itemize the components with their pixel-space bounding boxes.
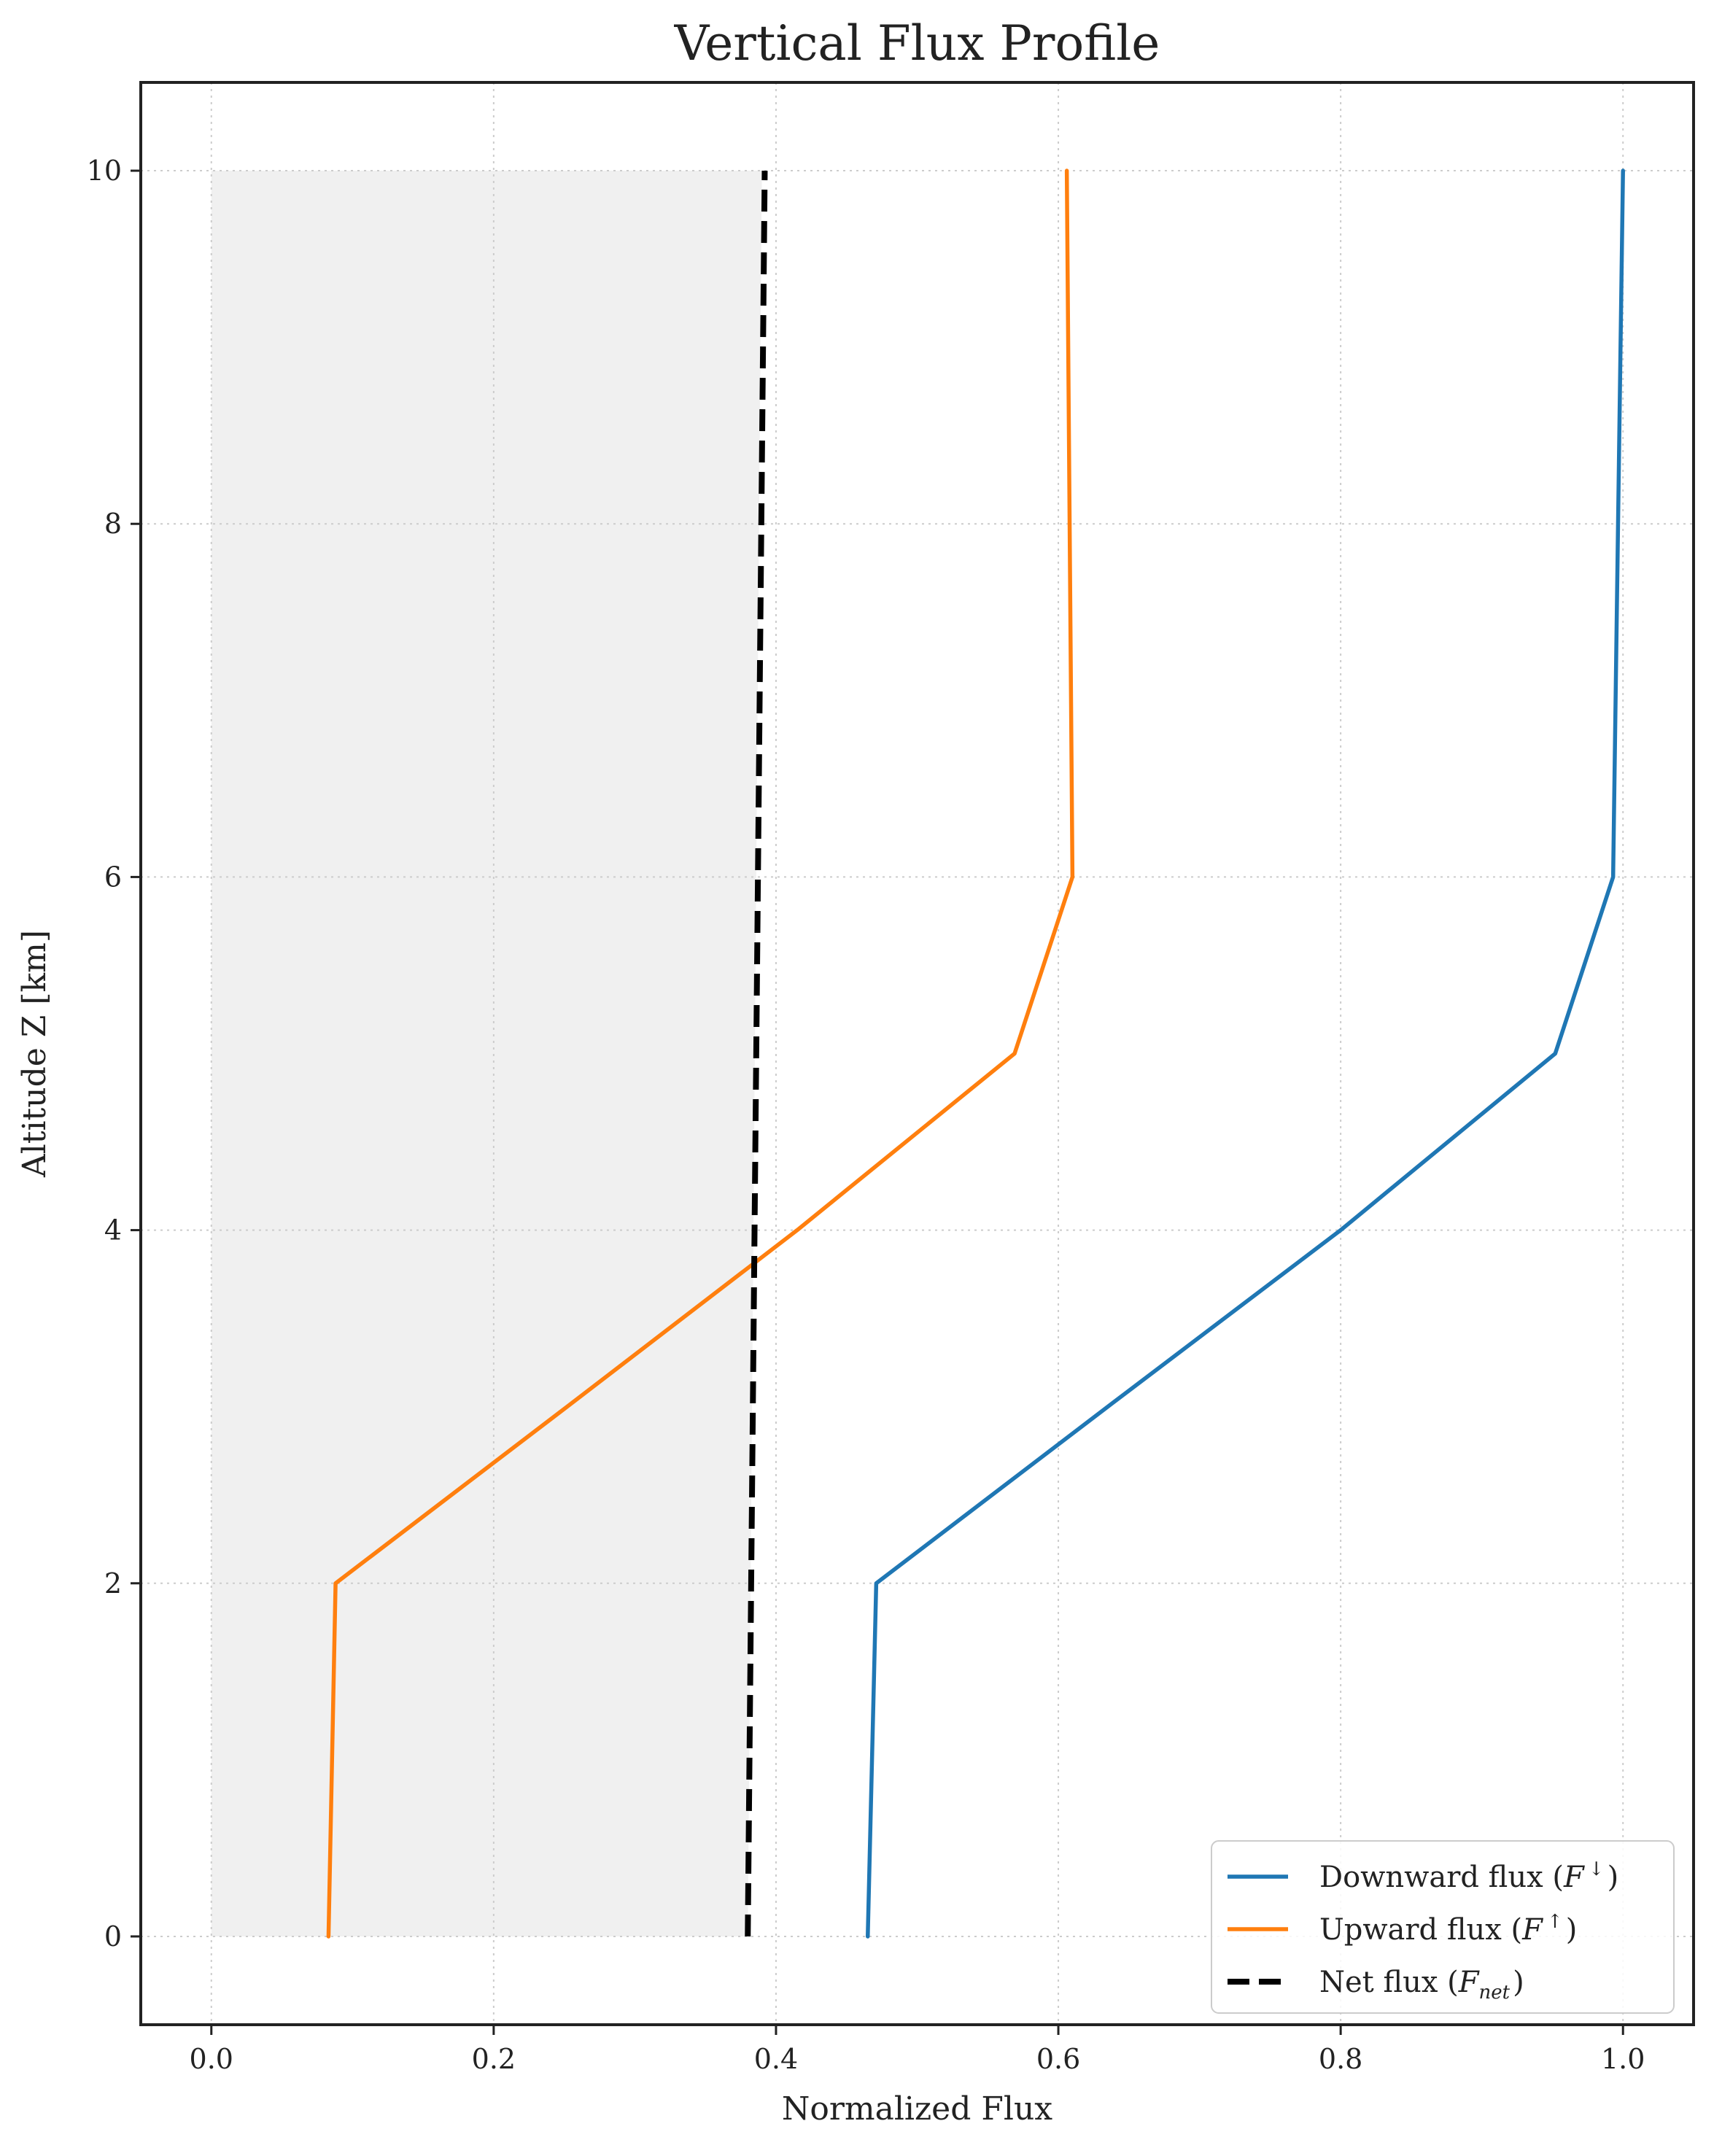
shaded-region — [211, 171, 762, 1936]
x-axis-label: Normalized Flux — [782, 2090, 1052, 2128]
y-tick-label: 0 — [104, 1920, 122, 1953]
legend-label-2: Net flux (Fnet) — [1319, 1966, 1524, 2004]
x-tick-label: 0.0 — [190, 2043, 233, 2075]
legend-box — [1211, 1840, 1675, 2014]
x-tick-label: 0.6 — [1036, 2043, 1080, 2075]
y-tick-label: 6 — [104, 861, 122, 893]
x-tick-label: 0.8 — [1319, 2043, 1362, 2075]
y-tick-label: 8 — [104, 508, 122, 540]
legend-label-1: Upward flux (F ↑) — [1319, 1911, 1577, 1947]
y-tick-label: 2 — [104, 1567, 122, 1599]
series-line-1 — [326, 168, 1075, 1939]
y-tick-label: 10 — [87, 155, 122, 187]
y-axis-label: Altitude Z [km] — [16, 930, 53, 1178]
shaded-region-layer — [211, 171, 762, 1936]
legend: Downward flux (F ↓) Upward flux (F ↑) Net fl… — [1211, 1840, 1675, 2014]
legend-label-0: Downward flux (F ↓) — [1319, 1858, 1618, 1894]
y-tick-label: 4 — [104, 1214, 122, 1246]
x-tick-label: 0.4 — [754, 2043, 798, 2075]
chart-title: Vertical Flux Profile — [674, 15, 1160, 71]
x-tick-label: 0.2 — [472, 2043, 516, 2075]
series-line-2 — [745, 171, 768, 1936]
ticks-layer: 0.0 0.2 0.4 0.6 0.8 1.0 0 2 4 6 8 10 — [87, 155, 1645, 2075]
series-layer — [326, 168, 1625, 1939]
series-line-0 — [866, 168, 1625, 1939]
plot-frame — [139, 81, 1695, 2026]
x-tick-label: 1.0 — [1601, 2043, 1645, 2075]
